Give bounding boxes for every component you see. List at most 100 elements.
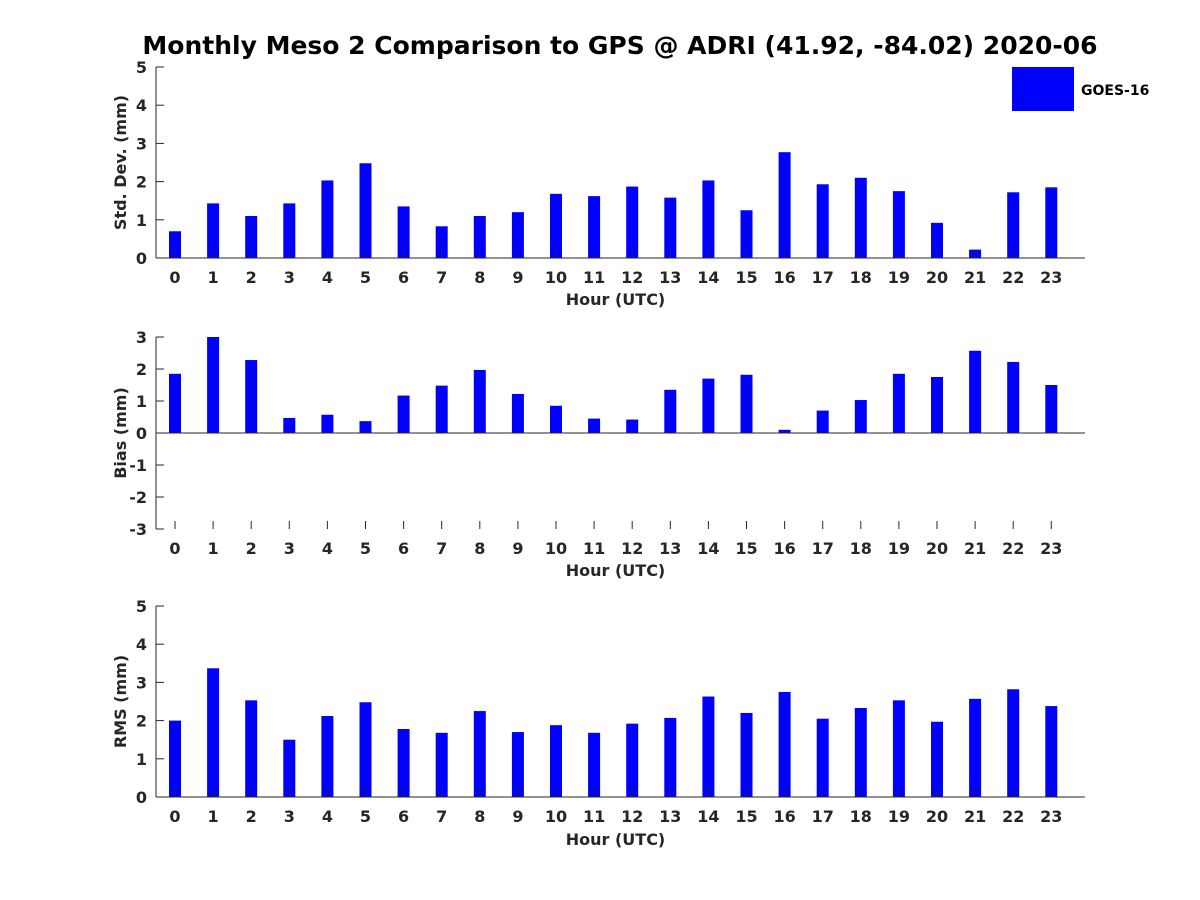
xtick-label-std-2: 2 bbox=[246, 268, 257, 287]
xtick-label-std-16: 16 bbox=[773, 268, 795, 287]
bar-std-17 bbox=[816, 184, 829, 258]
xtick-label-bias-12: 12 bbox=[621, 539, 643, 558]
bar-rms-5 bbox=[359, 702, 372, 797]
bar-std-12 bbox=[626, 186, 639, 258]
xtick-label-bias-17: 17 bbox=[812, 539, 834, 558]
legend-label: GOES-16 bbox=[1081, 83, 1149, 99]
xtick-label-rms-4: 4 bbox=[322, 807, 333, 826]
bar-rms-15 bbox=[740, 712, 753, 797]
bar-rms-1 bbox=[207, 668, 220, 797]
xtick-label-rms-12: 12 bbox=[621, 807, 643, 826]
xtick-label-std-21: 21 bbox=[964, 268, 986, 287]
ytick-label-bias-0: -3 bbox=[129, 520, 147, 539]
ytick-label-bias-5: 2 bbox=[136, 360, 147, 379]
xlabel-rms: Hour (UTC) bbox=[566, 830, 666, 849]
xtick-label-rms-6: 6 bbox=[398, 807, 409, 826]
bar-rms-19 bbox=[892, 700, 905, 797]
bar-std-2 bbox=[245, 215, 258, 258]
ytick-label-bias-6: 3 bbox=[136, 328, 147, 347]
xtick-label-std-1: 1 bbox=[208, 268, 219, 287]
xtick-label-bias-19: 19 bbox=[888, 539, 910, 558]
ytick-label-bias-4: 1 bbox=[136, 392, 147, 411]
bar-bias-9 bbox=[511, 393, 524, 433]
bar-rms-11 bbox=[588, 732, 601, 797]
bar-std-9 bbox=[511, 212, 524, 258]
bar-bias-10 bbox=[550, 405, 562, 433]
bar-rms-14 bbox=[702, 696, 715, 797]
bar-rms-2 bbox=[245, 700, 258, 797]
xtick-label-bias-7: 7 bbox=[436, 539, 447, 558]
xlabel-bias: Hour (UTC) bbox=[566, 561, 666, 580]
bar-bias-0 bbox=[169, 373, 181, 433]
xtick-label-rms-2: 2 bbox=[246, 807, 257, 826]
bar-std-3 bbox=[283, 203, 296, 258]
xtick-label-std-7: 7 bbox=[436, 268, 447, 287]
bar-bias-23 bbox=[1045, 385, 1058, 433]
xtick-label-std-6: 6 bbox=[398, 268, 409, 287]
bar-rms-10 bbox=[550, 725, 562, 797]
bar-rms-16 bbox=[778, 691, 791, 797]
bar-bias-2 bbox=[245, 360, 258, 433]
ytick-label-std-4: 4 bbox=[136, 96, 147, 115]
ylabel-std: Std. Dev. (mm) bbox=[111, 95, 130, 230]
bar-std-20 bbox=[931, 222, 943, 258]
bar-std-23 bbox=[1045, 187, 1058, 258]
bar-rms-4 bbox=[321, 716, 334, 797]
ytick-label-std-0: 0 bbox=[136, 249, 147, 268]
xtick-label-rms-18: 18 bbox=[850, 807, 872, 826]
ytick-label-std-2: 2 bbox=[136, 173, 147, 192]
xtick-label-rms-19: 19 bbox=[888, 807, 910, 826]
ylabel-bias: Bias (mm) bbox=[111, 387, 130, 479]
xtick-label-std-14: 14 bbox=[697, 268, 719, 287]
xtick-label-rms-9: 9 bbox=[512, 807, 523, 826]
ytick-label-rms-5: 5 bbox=[136, 597, 147, 616]
xtick-label-bias-14: 14 bbox=[697, 539, 719, 558]
xtick-label-bias-8: 8 bbox=[474, 539, 485, 558]
bar-std-16 bbox=[778, 152, 791, 258]
xtick-label-rms-22: 22 bbox=[1002, 807, 1024, 826]
xtick-label-bias-22: 22 bbox=[1002, 539, 1024, 558]
xtick-label-std-22: 22 bbox=[1002, 268, 1024, 287]
xtick-label-bias-5: 5 bbox=[360, 539, 371, 558]
xtick-label-std-5: 5 bbox=[360, 268, 371, 287]
xtick-label-std-8: 8 bbox=[474, 268, 485, 287]
bar-std-22 bbox=[1007, 192, 1020, 258]
bar-std-10 bbox=[550, 193, 562, 258]
xtick-label-rms-10: 10 bbox=[545, 807, 567, 826]
bar-bias-4 bbox=[321, 414, 334, 433]
ytick-label-rms-1: 1 bbox=[136, 750, 147, 769]
bar-std-11 bbox=[588, 196, 601, 258]
ytick-label-std-3: 3 bbox=[136, 134, 147, 153]
xtick-label-rms-13: 13 bbox=[659, 807, 681, 826]
bar-bias-8 bbox=[473, 369, 486, 433]
xtick-label-rms-11: 11 bbox=[583, 807, 605, 826]
bar-bias-14 bbox=[702, 378, 715, 433]
xtick-label-bias-20: 20 bbox=[926, 539, 948, 558]
xtick-label-bias-1: 1 bbox=[208, 539, 219, 558]
bar-std-0 bbox=[169, 231, 181, 258]
xtick-label-bias-15: 15 bbox=[735, 539, 757, 558]
xtick-label-rms-21: 21 bbox=[964, 807, 986, 826]
xtick-label-bias-10: 10 bbox=[545, 539, 567, 558]
bar-std-19 bbox=[892, 191, 905, 258]
ytick-label-bias-1: -2 bbox=[129, 488, 147, 507]
bar-rms-21 bbox=[969, 698, 982, 797]
xtick-label-bias-0: 0 bbox=[169, 539, 180, 558]
xtick-label-std-0: 0 bbox=[169, 268, 180, 287]
xtick-label-std-20: 20 bbox=[926, 268, 948, 287]
bar-std-1 bbox=[207, 203, 220, 258]
bar-bias-19 bbox=[892, 373, 905, 433]
xtick-label-std-18: 18 bbox=[850, 268, 872, 287]
xtick-label-rms-23: 23 bbox=[1040, 807, 1062, 826]
legend: GOES-16 bbox=[1012, 67, 1149, 111]
bar-rms-23 bbox=[1045, 706, 1058, 797]
xtick-label-rms-17: 17 bbox=[812, 807, 834, 826]
xtick-label-std-17: 17 bbox=[812, 268, 834, 287]
xlabel-std: Hour (UTC) bbox=[566, 290, 666, 309]
xtick-label-rms-16: 16 bbox=[773, 807, 795, 826]
